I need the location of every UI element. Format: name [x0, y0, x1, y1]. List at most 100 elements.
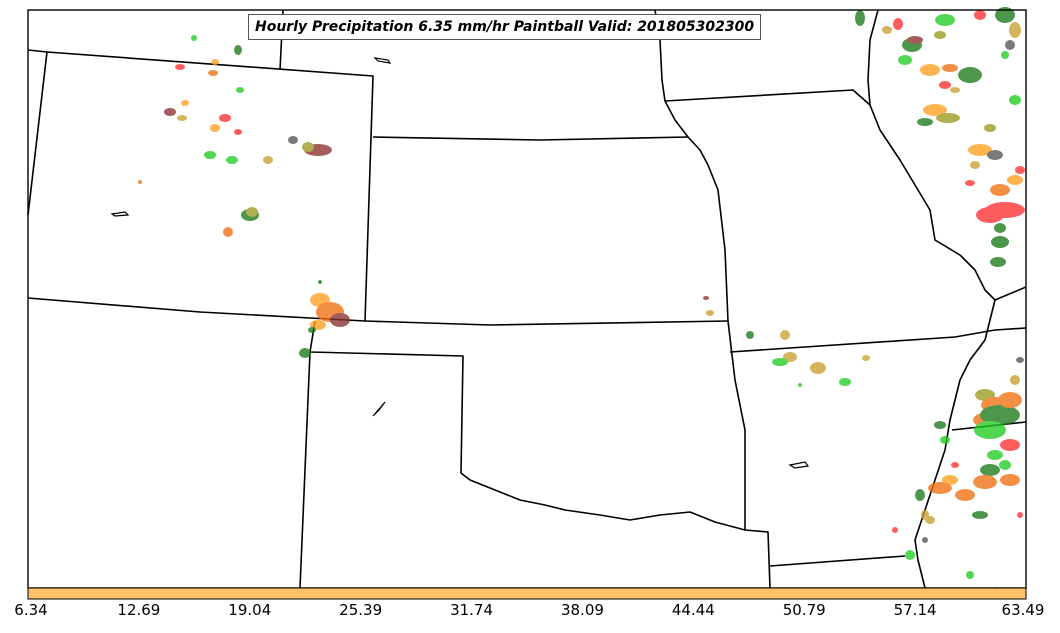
precip-blob: [925, 516, 935, 524]
precip-blob: [965, 180, 975, 186]
precip-blob: [798, 383, 802, 387]
precip-blob: [974, 10, 986, 20]
precip-blob: [706, 310, 714, 316]
precip-blob: [951, 462, 959, 468]
precip-blob: [330, 313, 350, 327]
ky-border: [994, 286, 1027, 301]
precip-blob: [905, 550, 915, 560]
precip-blob: [308, 327, 316, 333]
precip-blob: [1010, 375, 1020, 385]
mississippi-lower: [869, 104, 996, 589]
lake-2: [373, 57, 392, 64]
precip-blob: [955, 489, 975, 501]
precip-blob: [191, 35, 197, 41]
precip-blob: [181, 100, 189, 106]
lakes: [110, 57, 810, 469]
precip-blob: [970, 161, 980, 169]
precip-blob: [942, 64, 958, 72]
precip-blob: [234, 45, 242, 55]
lake-4: [788, 461, 810, 469]
precip-blob: [968, 144, 992, 156]
precip-blob: [175, 64, 185, 70]
ky-tn-border: [994, 327, 1027, 331]
precip-blob: [898, 55, 912, 65]
precip-blob: [987, 450, 1003, 460]
precip-blob: [980, 464, 1000, 476]
precip-blob: [263, 156, 273, 164]
precip-blob: [994, 223, 1006, 233]
map-background: [28, 10, 1026, 588]
precip-blob: [839, 378, 851, 386]
precip-blob: [973, 475, 997, 489]
colorbar-tick-label: 25.39: [339, 601, 383, 619]
precip-blob: [915, 489, 925, 501]
precip-blob: [318, 280, 322, 284]
idaho-border: [27, 51, 48, 216]
precip-blob: [1007, 175, 1023, 185]
precip-blob: [1009, 95, 1021, 105]
precip-blob: [210, 124, 220, 132]
precip-blob: [892, 527, 898, 533]
precip-blob: [966, 571, 974, 579]
precip-blob: [208, 70, 218, 76]
precip-blob: [1009, 22, 1021, 38]
precip-blob: [302, 142, 314, 152]
precip-blob: [746, 331, 754, 339]
precip-blob: [939, 81, 951, 89]
precip-blob: [974, 421, 1006, 439]
colorbar-tick-label: 12.69: [117, 601, 161, 619]
precip-blob: [893, 18, 903, 30]
precip-blob: [177, 115, 187, 121]
precip-blob: [862, 355, 870, 361]
precip-blob: [855, 10, 865, 26]
precip-blob: [985, 202, 1025, 218]
precip-blob: [882, 26, 892, 34]
precip-blob: [998, 392, 1022, 408]
precip-blob: [236, 87, 244, 93]
precip-blob: [219, 114, 231, 122]
precip-blob: [934, 31, 946, 39]
precip-blob: [810, 362, 826, 374]
precip-blob: [958, 67, 982, 83]
precip-blob: [950, 87, 960, 93]
lake-1: [110, 211, 130, 217]
precip-blob: [934, 421, 946, 429]
precip-blob: [936, 113, 960, 123]
colorbar-tick-label: 50.79: [782, 601, 826, 619]
precip-blob: [1001, 51, 1009, 59]
precip-blob: [1000, 439, 1020, 451]
precip-blob: [234, 129, 242, 135]
colorbar-tick-label: 38.09: [560, 601, 604, 619]
colorbar-tick-label: 44.44: [671, 601, 715, 619]
precip-blob: [972, 511, 988, 519]
colorbar-tick-label: 57.14: [893, 601, 937, 619]
precip-blob: [928, 482, 952, 494]
iowa-north-border: [664, 89, 871, 106]
colorbar-tick-label: 6.34: [14, 601, 48, 619]
map-title: Hourly Precipitation 6.35 mm/hr Paintbal…: [248, 14, 762, 40]
precip-blob: [246, 207, 258, 217]
precip-blob: [942, 475, 958, 485]
ne-ks-border: [364, 320, 729, 326]
state-boundaries: [27, 9, 1027, 589]
precip-blob: [923, 104, 947, 116]
wyoming-border: [27, 49, 374, 322]
az-nm-border: [299, 351, 311, 589]
precip-blob: [990, 257, 1006, 267]
mo-ar-border: [729, 329, 996, 353]
colorbar-tick-label: 31.74: [450, 601, 494, 619]
precip-blob: [922, 537, 928, 543]
precip-blob: [703, 296, 709, 300]
precip-blob: [990, 184, 1010, 196]
utah-wyoming-border: [27, 297, 366, 322]
colorbar: [27, 587, 1027, 600]
precip-blob: [1015, 166, 1025, 174]
precip-blob: [917, 118, 933, 126]
precip-blob: [984, 124, 996, 132]
precip-blob: [995, 7, 1015, 23]
precip-blob: [223, 227, 233, 237]
wisconsin-border: [867, 9, 879, 106]
precip-blob: [1005, 40, 1015, 50]
colorbar-tick-label: 19.04: [228, 601, 272, 619]
